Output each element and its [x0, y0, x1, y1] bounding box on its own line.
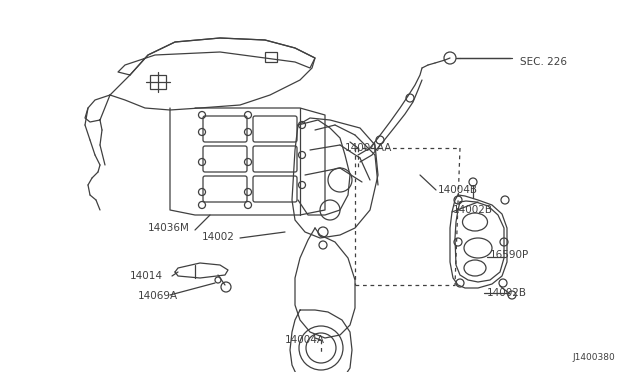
Text: 14002B: 14002B [453, 205, 493, 215]
Text: 14014: 14014 [130, 271, 163, 281]
Text: 14004AA: 14004AA [345, 143, 392, 153]
Bar [150, 75, 166, 89]
Text: 14002: 14002 [202, 232, 235, 242]
Text: 16590P: 16590P [490, 250, 529, 260]
Text: 14069A: 14069A [138, 291, 178, 301]
Text: 14004A: 14004A [285, 335, 325, 345]
Text: 14036M: 14036M [148, 223, 190, 233]
Text: 14002B: 14002B [487, 288, 527, 298]
Text: J1400380: J1400380 [572, 353, 615, 362]
Bar [265, 52, 277, 62]
Text: 14004B: 14004B [438, 185, 478, 195]
Text: SEC. 226: SEC. 226 [520, 57, 567, 67]
